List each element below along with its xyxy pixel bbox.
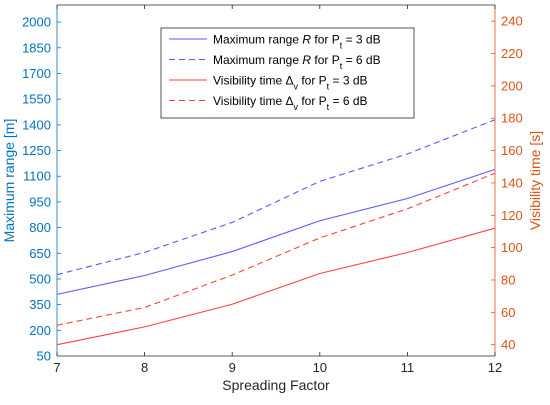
y-left-tick-label: 800 (29, 220, 51, 235)
y-right-tick-label: 220 (501, 46, 523, 61)
legend-label-part: R (302, 33, 311, 47)
legend-box (160, 27, 415, 119)
legend-label-part: Δ (285, 94, 293, 108)
x-tick-label: 8 (141, 360, 148, 375)
y-left-tick-label: 350 (29, 297, 51, 312)
x-tick-label: 12 (488, 360, 502, 375)
x-tick-label: 10 (313, 360, 327, 375)
y-right-tick-label: 40 (501, 337, 515, 352)
y-left-tick-label: 950 (29, 194, 51, 209)
legend-label-part: Visibility time (213, 94, 285, 108)
y-right-tick-label: 100 (501, 240, 523, 255)
y-left-tick-label: 2000 (22, 15, 51, 30)
legend-label-part: t (340, 41, 343, 51)
legend-label-part: Maximum range (213, 33, 302, 47)
legend-label-part: v (293, 82, 298, 92)
y-left-tick-label: 50 (37, 349, 51, 364)
series-line-4 (56, 172, 496, 326)
legend-label: Maximum range R for Pt = 6 dB (213, 53, 381, 71)
y-right-tick-label: 240 (501, 14, 523, 29)
y-right-tick-label: 160 (501, 143, 523, 158)
y-left-tick-label: 1700 (22, 66, 51, 81)
legend-label: Visibility time Δv for Pt = 3 dB (213, 74, 368, 92)
legend-label-part: = 3 dB (329, 74, 367, 88)
legend-label-part: v (293, 102, 298, 112)
y-left-tick-label: 1250 (22, 143, 51, 158)
legend-label-part: Maximum range (213, 53, 302, 67)
y-left-tick-label: 1400 (22, 117, 51, 132)
legend-label-part: t (327, 102, 330, 112)
x-tick-label: 11 (401, 360, 415, 375)
y-left-tick-label: 1550 (22, 92, 51, 107)
legend-label-part: Δ (285, 74, 293, 88)
y-right-tick-label: 60 (501, 305, 515, 320)
legend-label-part: = 6 dB (342, 53, 380, 67)
x-tick-label: 7 (53, 360, 60, 375)
legend-label-part: for P (298, 74, 327, 88)
x-tick-label: 9 (229, 360, 236, 375)
y-right-tick-label: 80 (501, 272, 515, 287)
legend-label-part: R (302, 53, 311, 67)
series-line-3 (56, 227, 496, 346)
y-left-tick-label: 1100 (23, 169, 51, 184)
x-axis-label: Spreading Factor (222, 377, 330, 393)
legend-label-part: t (327, 82, 330, 92)
y-right-tick-label: 200 (501, 78, 523, 93)
legend-label: Visibility time Δv for Pt = 6 dB (213, 94, 368, 112)
legend-label-part: = 6 dB (329, 94, 367, 108)
y-right-tick-label: 140 (501, 175, 523, 190)
y-left-axis-label: Maximum range [m] (1, 119, 17, 243)
series-line-1 (56, 168, 496, 295)
legend-label-part: t (340, 61, 343, 71)
y-left-tick-label: 500 (29, 271, 51, 286)
legend-label: Maximum range R for Pt = 3 dB (213, 33, 381, 51)
legend-label-part: Visibility time (213, 74, 285, 88)
legend-label-part: for P (311, 33, 340, 47)
y-right-tick-label: 180 (501, 111, 523, 126)
y-left-tick-label: 650 (29, 246, 51, 261)
series-line-2 (56, 119, 496, 276)
y-right-tick-label: 120 (501, 208, 523, 223)
legend-label-part: for P (311, 53, 340, 67)
y-left-tick-label: 200 (29, 323, 51, 338)
y-left-tick-label: 1850 (22, 40, 51, 55)
y-right-axis-label: Visibility time [s] (527, 131, 543, 230)
legend-label-part: = 3 dB (342, 33, 380, 47)
legend-label-part: for P (298, 94, 327, 108)
